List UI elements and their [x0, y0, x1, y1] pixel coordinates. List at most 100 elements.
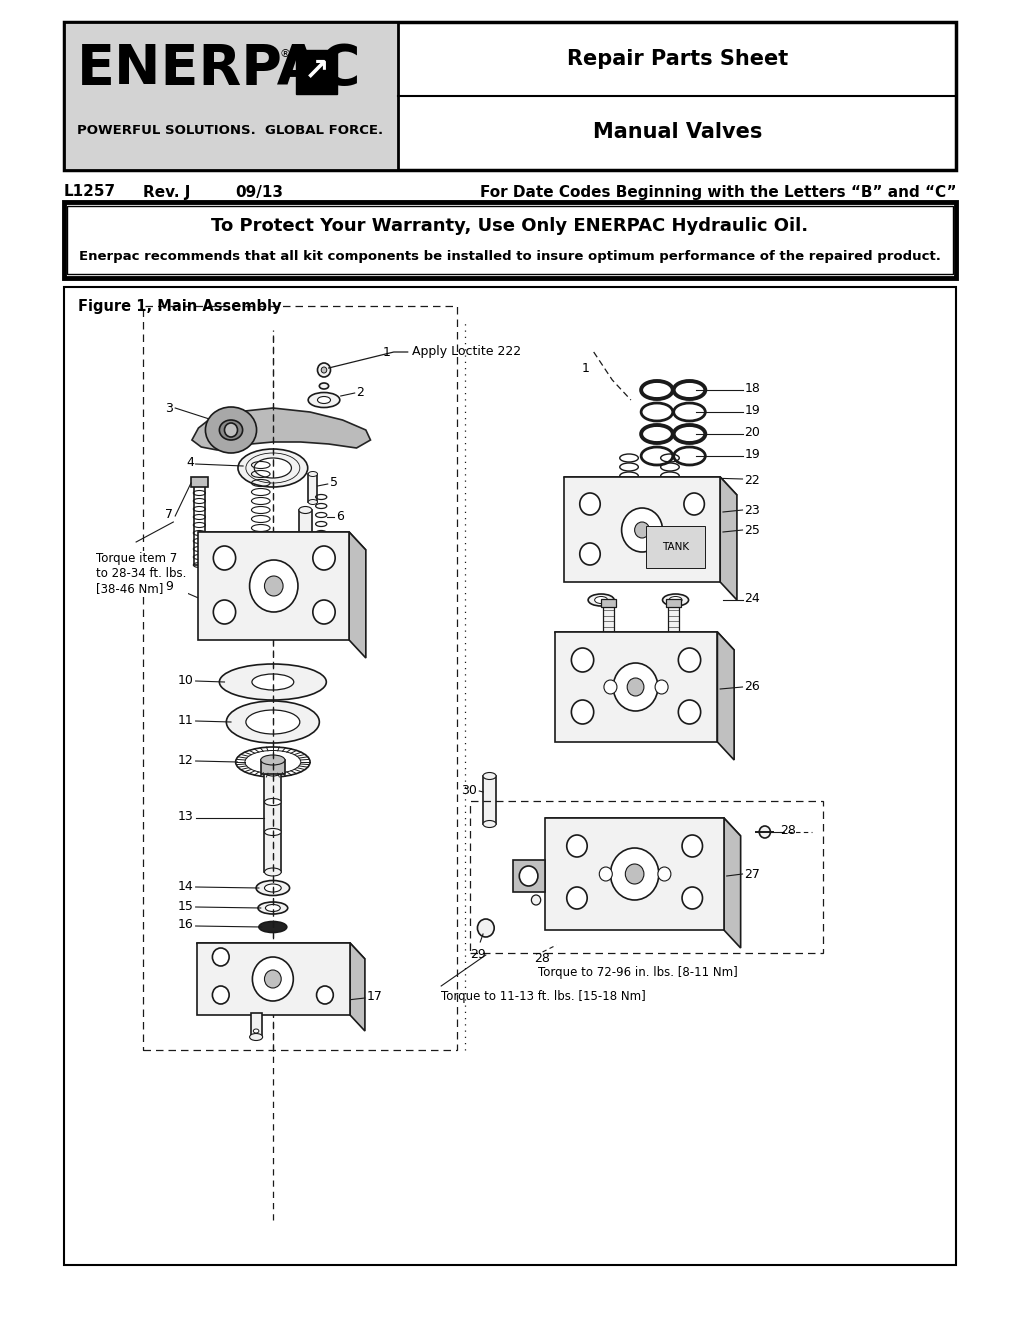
Bar: [63, 286, 956, 1265]
Bar: [665, 599, 681, 607]
Ellipse shape: [250, 1034, 262, 1040]
Ellipse shape: [308, 471, 317, 477]
Circle shape: [477, 919, 493, 937]
Text: 1: 1: [383, 346, 390, 359]
Circle shape: [213, 546, 235, 570]
Bar: [199, 532, 348, 640]
Circle shape: [678, 648, 700, 672]
Circle shape: [321, 367, 326, 374]
Text: L1257: L1257: [63, 185, 115, 199]
Text: 19: 19: [744, 449, 759, 462]
Bar: [251, 1012, 262, 1038]
Text: 26: 26: [744, 681, 759, 693]
Ellipse shape: [662, 594, 688, 606]
Text: 27: 27: [744, 867, 759, 880]
Text: 6: 6: [335, 511, 343, 524]
Polygon shape: [192, 408, 370, 450]
Text: 24: 24: [744, 593, 759, 606]
Bar: [483, 776, 495, 824]
Text: 18: 18: [744, 383, 759, 396]
Bar: [197, 942, 350, 1015]
Text: 7: 7: [165, 508, 173, 521]
Bar: [299, 510, 312, 570]
Circle shape: [224, 422, 237, 437]
Text: Figure 1, Main Assembly: Figure 1, Main Assembly: [77, 300, 281, 314]
Bar: [308, 474, 317, 502]
Text: Repair Parts Sheet: Repair Parts Sheet: [567, 49, 788, 69]
Bar: [564, 477, 719, 582]
Bar: [545, 818, 723, 931]
Bar: [667, 603, 679, 655]
Text: 25: 25: [744, 524, 759, 536]
Text: 16: 16: [178, 919, 194, 932]
Ellipse shape: [264, 829, 281, 836]
Text: 17: 17: [367, 990, 382, 1003]
Ellipse shape: [264, 768, 281, 776]
Text: 2: 2: [357, 385, 364, 399]
Circle shape: [519, 866, 537, 886]
Ellipse shape: [219, 420, 243, 440]
Bar: [194, 484, 205, 565]
Circle shape: [264, 970, 281, 987]
Circle shape: [612, 663, 657, 711]
Circle shape: [567, 887, 587, 909]
Ellipse shape: [483, 821, 495, 828]
Ellipse shape: [264, 869, 281, 876]
Circle shape: [579, 492, 599, 515]
Bar: [296, 50, 336, 94]
Ellipse shape: [308, 392, 339, 408]
Ellipse shape: [261, 755, 284, 766]
Text: 22: 22: [744, 474, 759, 487]
Ellipse shape: [252, 675, 293, 690]
Text: 23: 23: [744, 503, 759, 516]
Bar: [470, 801, 822, 953]
Text: 4: 4: [185, 457, 194, 470]
Polygon shape: [199, 532, 366, 550]
Ellipse shape: [317, 396, 330, 404]
Text: Torque to 11-13 ft. lbs. [15-18 Nm]: Torque to 11-13 ft. lbs. [15-18 Nm]: [441, 990, 645, 1003]
Text: Apply Loctite 222: Apply Loctite 222: [412, 346, 521, 359]
Text: 8: 8: [329, 544, 337, 557]
Circle shape: [634, 521, 649, 539]
Ellipse shape: [259, 921, 286, 932]
Text: Torque to 72-96 in. lbs. [8-11 Nm]: Torque to 72-96 in. lbs. [8-11 Nm]: [537, 966, 737, 979]
Text: ®: ®: [279, 49, 290, 59]
Bar: [143, 306, 457, 1049]
Text: Rev. J: Rev. J: [143, 185, 190, 199]
Circle shape: [682, 887, 702, 909]
Text: Enerpac recommends that all kit components be installed to insure optimum perfor: Enerpac recommends that all kit componen…: [79, 251, 940, 263]
Circle shape: [571, 700, 593, 723]
Ellipse shape: [588, 594, 613, 606]
Circle shape: [609, 847, 658, 900]
Bar: [264, 772, 281, 873]
Ellipse shape: [483, 772, 495, 780]
Bar: [554, 632, 716, 742]
Ellipse shape: [237, 449, 308, 487]
Circle shape: [531, 895, 540, 906]
Text: 28: 28: [779, 825, 795, 837]
Circle shape: [212, 986, 229, 1005]
Circle shape: [313, 601, 335, 624]
Ellipse shape: [594, 597, 607, 603]
Circle shape: [678, 700, 700, 723]
Text: 3: 3: [165, 401, 173, 414]
Circle shape: [684, 543, 704, 565]
Circle shape: [250, 560, 298, 612]
Ellipse shape: [256, 880, 289, 895]
Text: 14: 14: [178, 879, 194, 892]
Bar: [63, 22, 398, 170]
Circle shape: [579, 543, 599, 565]
Text: 09/13: 09/13: [235, 185, 283, 199]
Polygon shape: [348, 532, 366, 657]
Text: 1: 1: [582, 362, 589, 375]
Polygon shape: [350, 942, 365, 1031]
Ellipse shape: [219, 664, 326, 700]
Circle shape: [252, 957, 293, 1001]
Bar: [63, 22, 956, 170]
Text: 30: 30: [462, 784, 477, 796]
Circle shape: [599, 867, 611, 880]
Bar: [67, 206, 952, 275]
Circle shape: [657, 867, 671, 880]
Text: For Date Codes Beginning with the Letters “B” and “C”: For Date Codes Beginning with the Letter…: [479, 185, 956, 199]
Bar: [261, 760, 284, 774]
